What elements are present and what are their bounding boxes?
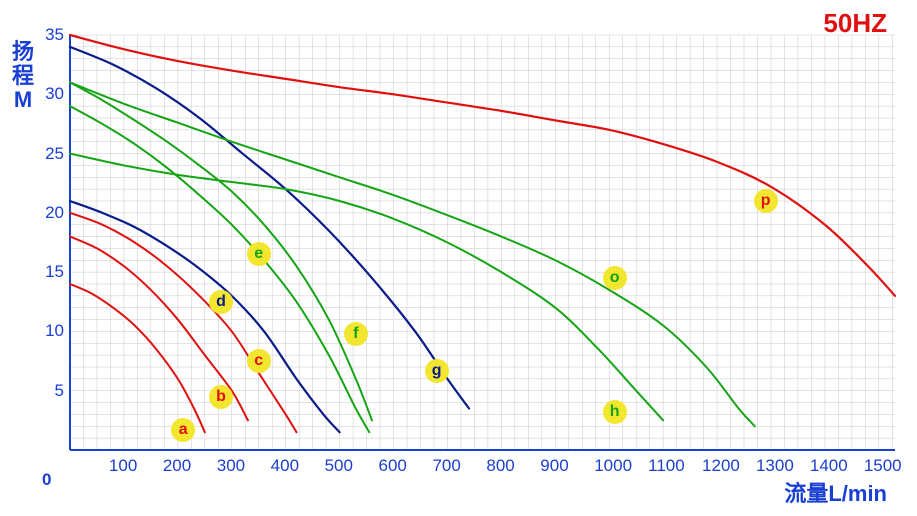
x-tick: 200 bbox=[163, 456, 191, 476]
marker-f: f bbox=[344, 322, 368, 346]
y-axis-title: 扬 程 M bbox=[12, 40, 34, 113]
marker-g: g bbox=[425, 359, 449, 383]
x-tick: 1100 bbox=[648, 456, 685, 476]
x-tick: 100 bbox=[109, 456, 137, 476]
y-tick: 35 bbox=[45, 25, 64, 45]
series-o bbox=[70, 82, 755, 426]
x-tick: 1300 bbox=[756, 456, 794, 476]
y-tick: 30 bbox=[45, 84, 64, 104]
marker-c: c bbox=[247, 349, 271, 373]
header-frequency: 50HZ bbox=[823, 8, 887, 39]
x-tick: 1500 bbox=[864, 456, 902, 476]
y-tick-zero: 0 bbox=[42, 470, 51, 490]
marker-p: p bbox=[754, 189, 778, 213]
y-tick: 15 bbox=[45, 262, 64, 282]
marker-e: e bbox=[247, 242, 271, 266]
x-tick: 700 bbox=[432, 456, 460, 476]
pump-curve-chart: 50HZ 扬 程 M 流量L/min abc de f g h o p 5 10 15 20 25 30… bbox=[0, 0, 917, 516]
y-tick: 10 bbox=[45, 321, 64, 341]
series-e bbox=[70, 106, 369, 432]
x-tick: 400 bbox=[271, 456, 299, 476]
x-tick: 900 bbox=[540, 456, 568, 476]
series-f bbox=[70, 82, 372, 420]
series-g bbox=[70, 47, 469, 409]
x-tick: 500 bbox=[325, 456, 353, 476]
y-tick: 25 bbox=[45, 144, 64, 164]
marker-b: b bbox=[209, 385, 233, 409]
x-tick: 1000 bbox=[594, 456, 632, 476]
marker-d: d bbox=[209, 290, 233, 314]
x-tick: 600 bbox=[379, 456, 407, 476]
plot-svg bbox=[0, 0, 917, 516]
marker-a: a bbox=[171, 418, 195, 442]
y-tick: 20 bbox=[45, 203, 64, 223]
y-tick: 5 bbox=[55, 381, 64, 401]
x-tick: 800 bbox=[486, 456, 514, 476]
x-axis-title: 流量L/min bbox=[784, 476, 887, 508]
x-tick: 300 bbox=[217, 456, 245, 476]
marker-o: o bbox=[603, 266, 627, 290]
x-tick: 1200 bbox=[702, 456, 740, 476]
marker-h: h bbox=[603, 400, 627, 424]
x-tick: 1400 bbox=[810, 456, 848, 476]
